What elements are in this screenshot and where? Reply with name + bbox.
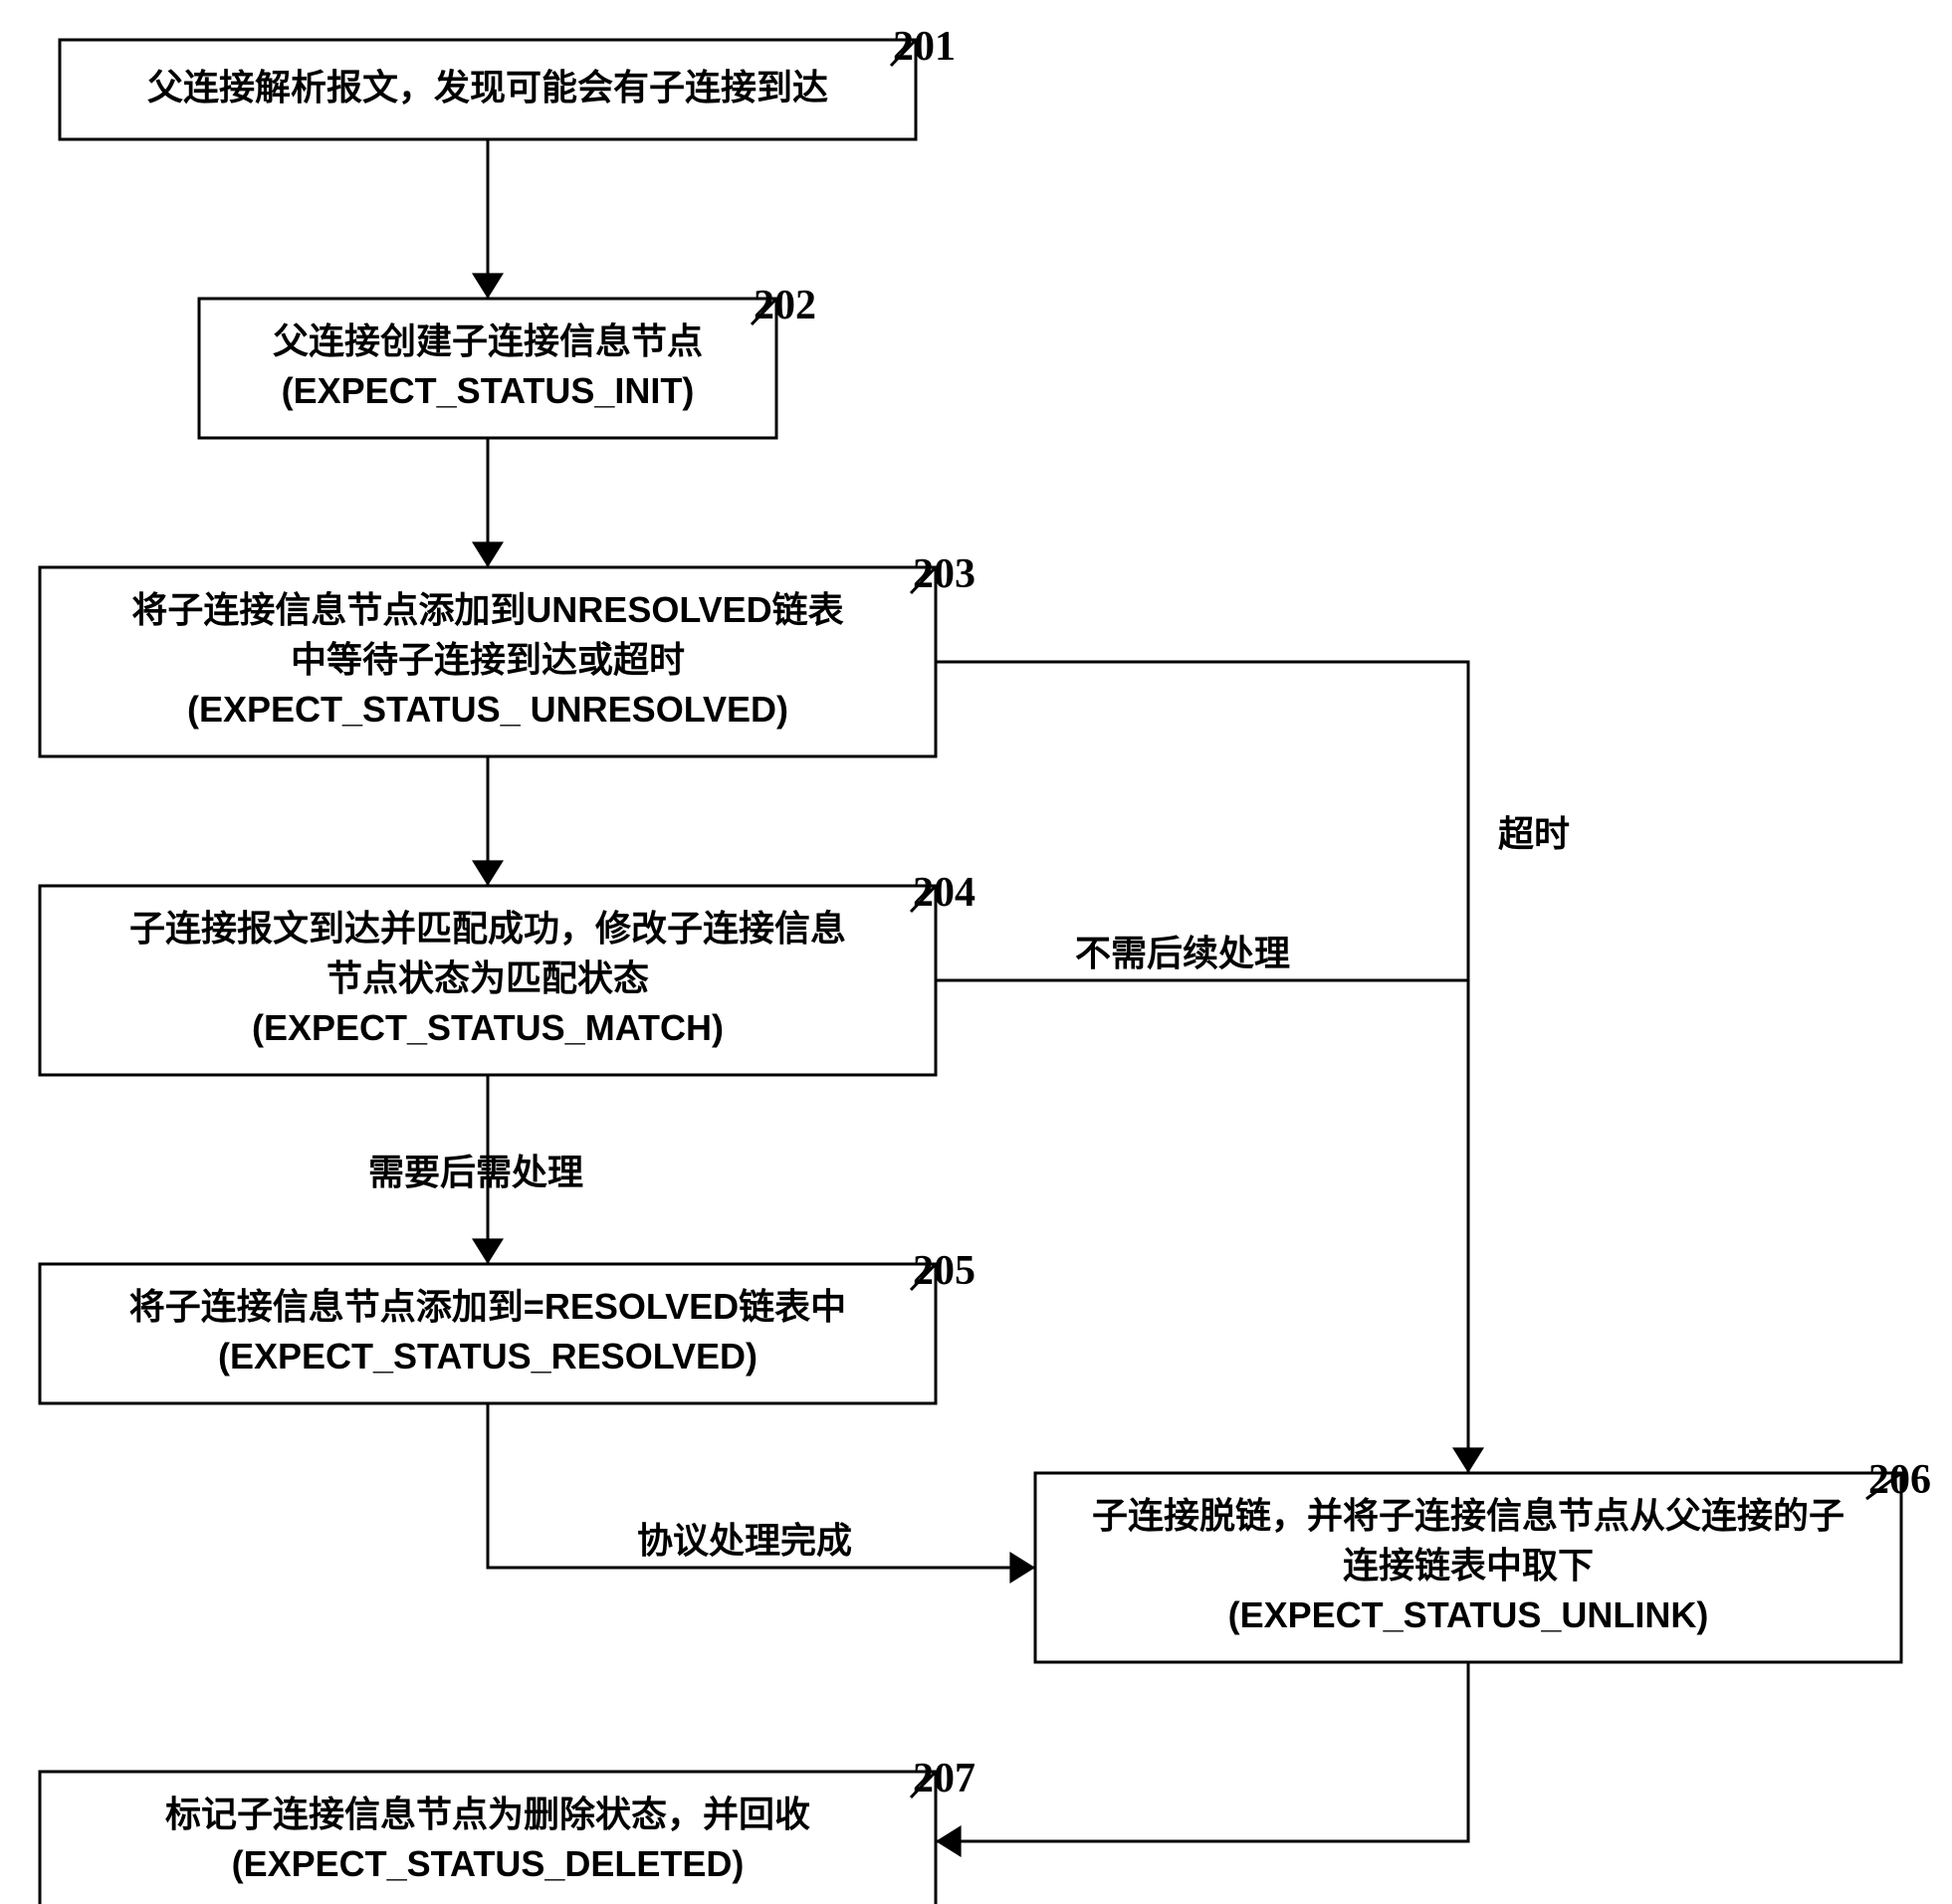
edge-label: 需要后需处理 (368, 1152, 583, 1192)
node-number: 206 (1868, 1457, 1931, 1503)
node-text-line: (EXPECT_STATUS_RESOLVED) (218, 1336, 758, 1376)
node-number: 205 (913, 1248, 976, 1294)
node-text-line: 父连接解析报文，发现可能会有子连接到达 (147, 67, 828, 107)
node-number: 201 (893, 24, 956, 70)
node-n202: 202 父连接创建子连接信息节点 (EXPECT_STATUS_INIT) (199, 283, 816, 438)
edge-label: 超时 (1498, 813, 1570, 854)
edge-label: 不需后续处理 (1075, 933, 1290, 973)
node-n201: 201 父连接解析报文，发现可能会有子连接到达 (60, 24, 956, 139)
node-number: 207 (913, 1756, 976, 1801)
node-text-line: 将子连接信息节点添加到=RESOLVED链表中 (129, 1286, 846, 1327)
node-text-line: 子连接报文到达并匹配成功，修改子连接信息 (129, 908, 846, 949)
node-n205: 205 将子连接信息节点添加到=RESOLVED链表中 (EXPECT_STATUS… (40, 1248, 976, 1403)
node-number: 204 (913, 870, 976, 916)
node-number: 203 (913, 551, 976, 597)
node-text-line: (EXPECT_STATUS_INIT) (282, 370, 695, 411)
node-n207: 207 标记子连接信息节点为删除状态，并回收 (EXPECT_STATUS_DELE… (40, 1756, 976, 1904)
node-text-line: 连接链表中取下 (1343, 1545, 1594, 1586)
node-text-line: 子连接脱链，并将子连接信息节点从父连接的子 (1092, 1495, 1844, 1536)
edge-label: 协议处理完成 (637, 1520, 852, 1561)
node-text-line: (EXPECT_STATUS_UNLINK) (1228, 1594, 1709, 1635)
node-n206: 206 子连接脱链，并将子连接信息节点从父连接的子连接链表中取下 (EXPECT_S… (1035, 1457, 1931, 1662)
node-text-line: 将子连接信息节点添加到UNRESOLVED链表 (131, 589, 843, 630)
node-n204: 204 子连接报文到达并匹配成功，修改子连接信息节点状态为匹配状态 (EXPECT_… (40, 870, 976, 1075)
node-n203: 203 将子连接信息节点添加到UNRESOLVED链表中等待子连接到达或超时 (EX… (40, 551, 976, 756)
node-text-line: (EXPECT_STATUS_MATCH) (252, 1007, 724, 1048)
node-text-line: (EXPECT_STATUS_ UNRESOLVED) (187, 689, 788, 730)
node-number: 202 (754, 283, 816, 328)
node-text-line: 节点状态为匹配状态 (326, 957, 649, 998)
node-text-line: 标记子连接信息节点为删除状态，并回收 (165, 1794, 810, 1834)
node-text-line: (EXPECT_STATUS_DELETED) (232, 1843, 745, 1884)
node-text-line: 中等待子连接到达或超时 (291, 639, 685, 680)
node-text-line: 父连接创建子连接信息节点 (273, 320, 703, 361)
